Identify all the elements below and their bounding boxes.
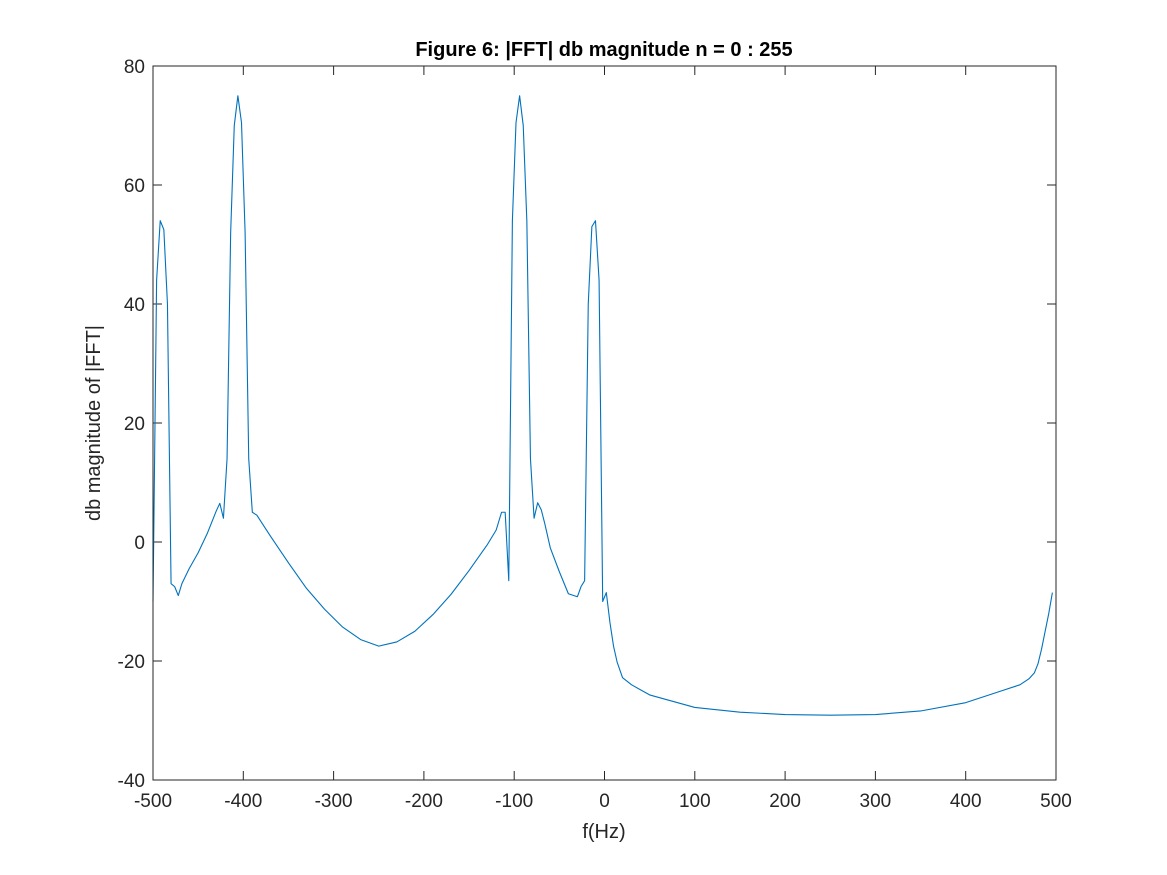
y-tick-label: 60 [124,176,145,197]
y-tick-label: -40 [118,771,145,792]
x-tick-label: -500 [134,791,172,812]
axes-background [153,66,1056,780]
axes-box [152,65,1057,781]
chart-title: Figure 6: |FFT| db magnitude n = 0 : 255 [415,39,792,61]
plot-area [152,95,1053,716]
x-tick-label: 200 [769,791,801,812]
x-tick-label: -200 [405,791,443,812]
x-axis-label: f(Hz) [582,821,625,843]
x-tick-label: 300 [860,791,892,812]
x-ticks: -500 -400 -300 -200 -100 0 100 200 300 400 500 [134,66,1072,812]
y-axis-label: db magnitude of |FFT| [83,325,105,521]
y-tick-label: 80 [124,57,145,78]
y-tick-label: 20 [124,414,145,435]
y-ticks: -40 -20 0 20 40 60 80 [118,57,1056,792]
y-tick-label: -20 [118,652,145,673]
x-tick-label: -400 [224,791,262,812]
x-tick-label: 400 [950,791,982,812]
y-tick-label: 0 [134,533,145,554]
y-tick-label: 40 [124,295,145,316]
x-tick-label: 500 [1040,791,1072,812]
x-tick-label: -100 [495,791,533,812]
data-series-line [152,95,1053,716]
x-tick-label: -300 [315,791,353,812]
x-tick-label: 100 [679,791,711,812]
x-tick-label: 0 [599,791,610,812]
